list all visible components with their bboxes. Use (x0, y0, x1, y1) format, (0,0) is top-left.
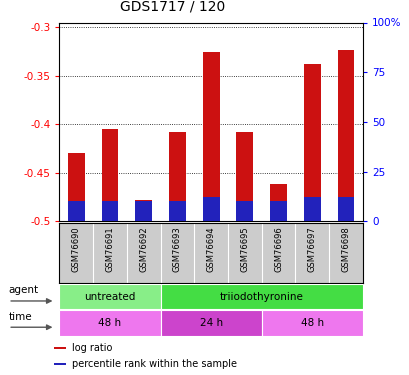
Text: 24 h: 24 h (199, 318, 222, 328)
Bar (202, 197, 219, 221)
Bar (68, 201, 85, 221)
Text: log ratio: log ratio (72, 343, 112, 353)
Bar (59, 310, 160, 336)
Bar (337, 197, 353, 221)
Bar (101, 201, 118, 221)
Text: time: time (8, 312, 32, 321)
Text: GSM76697: GSM76697 (307, 226, 316, 272)
Bar (303, 197, 320, 221)
Bar (68, 153, 85, 221)
Bar (169, 132, 185, 221)
Bar (169, 201, 185, 221)
Bar (303, 64, 320, 221)
Text: triiodothyronine: triiodothyronine (219, 292, 303, 302)
Bar (160, 310, 261, 336)
Bar (270, 184, 286, 221)
Bar (101, 129, 118, 221)
Bar (59, 284, 160, 309)
Bar (236, 201, 253, 221)
Text: GDS1717 / 120: GDS1717 / 120 (119, 0, 224, 13)
Bar (160, 284, 362, 309)
Text: GSM76691: GSM76691 (105, 226, 114, 272)
Text: GSM76698: GSM76698 (341, 226, 350, 272)
Bar (270, 201, 286, 221)
Text: GSM76694: GSM76694 (206, 226, 215, 272)
Bar (54, 363, 66, 365)
Text: GSM76696: GSM76696 (273, 226, 282, 272)
Bar (337, 50, 353, 221)
Bar (135, 201, 152, 221)
Bar (135, 200, 152, 221)
Text: untreated: untreated (84, 292, 135, 302)
Bar (236, 132, 253, 221)
Text: agent: agent (8, 285, 38, 295)
Text: percentile rank within the sample: percentile rank within the sample (72, 359, 237, 369)
Bar (202, 52, 219, 221)
Text: GSM76690: GSM76690 (72, 226, 81, 272)
Text: GSM76692: GSM76692 (139, 226, 148, 272)
Text: GSM76693: GSM76693 (173, 226, 182, 272)
Bar (54, 347, 66, 349)
Text: 48 h: 48 h (98, 318, 121, 328)
Text: 48 h: 48 h (300, 318, 323, 328)
Bar (261, 310, 362, 336)
Text: GSM76695: GSM76695 (240, 226, 249, 272)
